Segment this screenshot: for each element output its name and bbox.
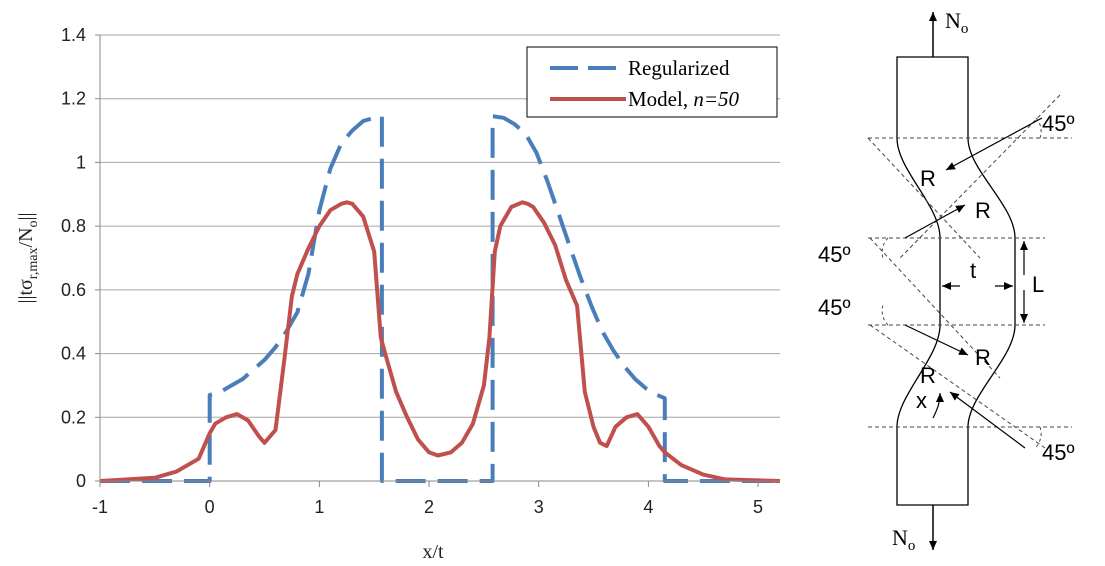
radius-label-4: R (920, 363, 936, 388)
radius-label-3: R (975, 345, 991, 370)
stress-chart: 0 0.2 0.4 0.6 0.8 1 1.2 1.4 -1 0 1 2 3 4 5 x/t ||tσr,m… (15, 25, 781, 563)
force-label-top-main: N (945, 8, 961, 33)
specimen-diagram: No No 45º 45º 45º 45º R R R R t L x (818, 8, 1075, 554)
y-label-sub-2: o (26, 220, 41, 227)
force-label-bottom-sub: o (908, 538, 916, 554)
angle-label-upper-left: 45º (818, 242, 851, 267)
y-tick-label-5: 1 (76, 152, 86, 172)
angle-label-top-right: 45º (1042, 111, 1075, 136)
x-position-label: x (916, 388, 927, 413)
force-label-top: No (945, 8, 968, 37)
force-label-top-sub: o (961, 21, 969, 37)
y-label-sub-1: r,max (26, 247, 41, 279)
y-label-part-2: /N (15, 227, 37, 247)
legend: Regularized Model, n=50 (526, 46, 778, 118)
force-label-bottom-main: N (892, 525, 908, 550)
x-tick-label-0: -1 (92, 497, 108, 517)
y-tick-label-7: 1.4 (61, 25, 86, 45)
legend-label-model-text: Model, (628, 87, 693, 111)
gridlines (100, 34, 780, 418)
y-label-part-3: || (15, 212, 37, 220)
legend-label-model: Model, n=50 (628, 87, 739, 111)
dimension-arrows (932, 241, 1028, 419)
x-tick-label-1: 0 (205, 497, 215, 517)
y-tick-label-1: 0.2 (61, 407, 86, 427)
series-lines (99, 114, 781, 483)
axes (95, 34, 780, 487)
radius-label-1: R (920, 166, 936, 191)
y-tick-label-4: 0.8 (61, 216, 86, 236)
angle-arcs (881, 117, 1042, 448)
thickness-label: t (970, 258, 976, 283)
series-line-1 (99, 200, 781, 483)
specimen-outline (896, 56, 1016, 506)
series-line-0 (100, 114, 780, 483)
y-axis-label: ||tσr,max/No|| (15, 212, 41, 303)
radius-label-2: R (975, 198, 991, 223)
legend-label-regularized: Regularized (628, 56, 730, 80)
y-tick-label-0: 0 (76, 471, 86, 491)
tick-labels: 0 0.2 0.4 0.6 0.8 1 1.2 1.4 -1 0 1 2 3 4 5 (61, 25, 763, 517)
x-tick-label-5: 4 (643, 497, 653, 517)
angle-label-lower-left: 45º (818, 295, 851, 320)
x-tick-label-2: 1 (314, 497, 324, 517)
y-tick-label-2: 0.4 (61, 344, 86, 364)
legend-box (526, 46, 778, 118)
x-axis-label: x/t (422, 541, 444, 563)
x-tick-label-4: 3 (534, 497, 544, 517)
x-tick-label-6: 5 (753, 497, 763, 517)
y-tick-label-6: 1.2 (61, 89, 86, 109)
angle-label-bottom-right: 45º (1042, 440, 1075, 465)
y-tick-label-3: 0.6 (61, 280, 86, 300)
force-label-bottom: No (892, 525, 915, 554)
y-label-part-1: ||tσ (15, 279, 37, 304)
length-label: L (1032, 272, 1044, 297)
radius-arrows (904, 117, 1043, 449)
legend-label-model-n: n=50 (693, 87, 739, 111)
x-tick-label-3: 2 (424, 497, 434, 517)
